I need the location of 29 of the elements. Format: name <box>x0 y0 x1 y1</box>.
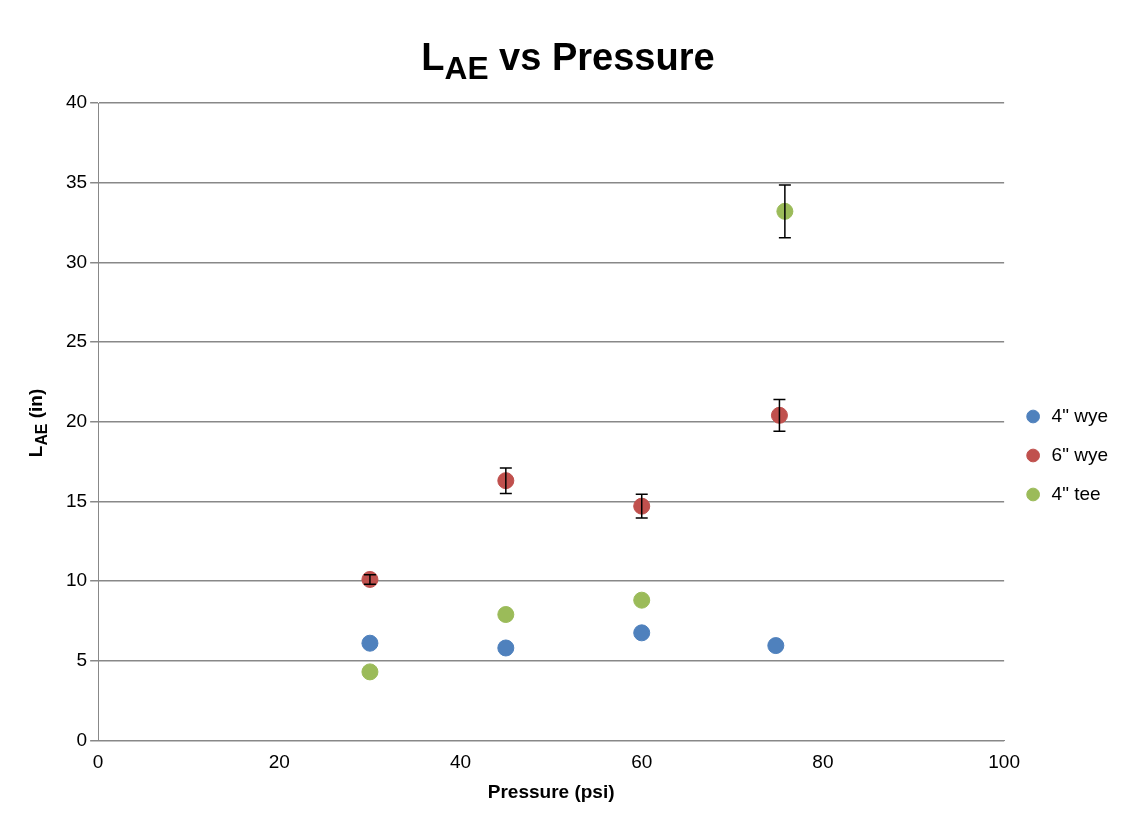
point <box>497 639 515 657</box>
point <box>497 606 515 624</box>
y-tick-label: 25 <box>65 330 88 352</box>
chart-title: L$_{AE}$ vs Pressure <box>420 36 716 87</box>
x-tick-label: 0 <box>92 751 104 773</box>
legend-label: 4" tee <box>1051 482 1101 504</box>
x-tick-label: 20 <box>268 751 290 773</box>
point <box>633 497 651 515</box>
point <box>361 634 379 652</box>
x-tick-label: 40 <box>449 751 472 773</box>
point <box>633 624 651 642</box>
point <box>770 406 788 424</box>
y-tick-label: 30 <box>65 250 88 272</box>
x-tick-label: 100 <box>988 751 1020 773</box>
legend-label: 4" wye <box>1051 404 1109 426</box>
y-tick-label: 20 <box>65 409 88 431</box>
x-tick-label: 60 <box>631 751 653 773</box>
y-tick-label: 5 <box>76 648 88 670</box>
y-tick-label: 35 <box>65 170 88 192</box>
y-tick-label: 15 <box>65 489 88 511</box>
y-tick-label: 10 <box>65 569 88 591</box>
point <box>361 663 379 681</box>
x-axis-title: Pressure (psi) <box>487 780 615 802</box>
y-tick-label: 40 <box>65 91 88 113</box>
legend-label: 6" wye <box>1051 443 1109 465</box>
point <box>767 637 785 655</box>
y-tick-label: 0 <box>76 728 88 750</box>
x-tick-label: 80 <box>812 751 834 773</box>
point <box>633 591 651 609</box>
